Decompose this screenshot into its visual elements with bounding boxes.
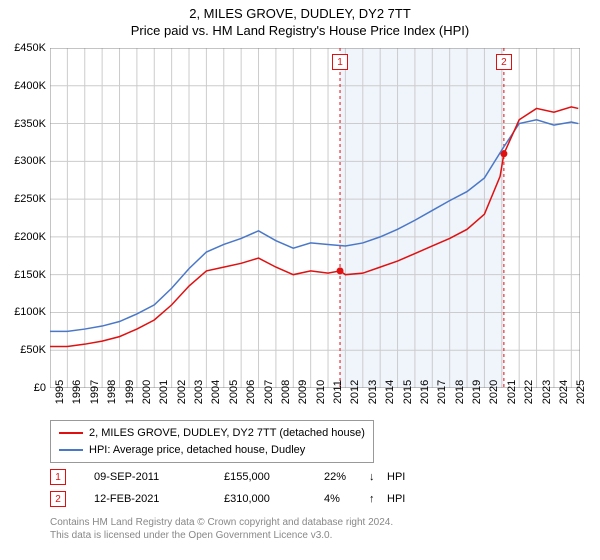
xtick-label: 2001 — [158, 380, 170, 404]
footer-line1: Contains HM Land Registry data © Crown c… — [50, 516, 393, 529]
xtick-label: 2015 — [402, 380, 414, 404]
sale-date-2: 12-FEB-2021 — [94, 493, 224, 505]
sale-marker-2-num: 2 — [55, 494, 61, 505]
sale-hpi-1: HPI — [387, 471, 417, 483]
xtick-label: 1995 — [54, 380, 66, 404]
ytick-label: £300K — [4, 155, 46, 167]
legend: 2, MILES GROVE, DUDLEY, DY2 7TT (detache… — [50, 420, 374, 463]
chart-title: 2, MILES GROVE, DUDLEY, DY2 7TT — [0, 0, 600, 23]
ytick-label: £0 — [4, 382, 46, 394]
xtick-label: 2012 — [349, 380, 361, 404]
xtick-label: 2022 — [523, 380, 535, 404]
xtick-label: 2016 — [419, 380, 431, 404]
chart-container: 2, MILES GROVE, DUDLEY, DY2 7TT Price pa… — [0, 0, 600, 560]
xtick-label: 2002 — [176, 380, 188, 404]
sale-pct-1: 22% — [324, 471, 369, 483]
sale-marker-1: 1 — [50, 469, 66, 485]
xtick-label: 2021 — [506, 380, 518, 404]
chart-plot-area — [50, 48, 580, 388]
xtick-label: 2000 — [141, 380, 153, 404]
ytick-label: £400K — [4, 80, 46, 92]
xtick-label: 2013 — [367, 380, 379, 404]
sale-price-2: £310,000 — [224, 493, 324, 505]
chart-sale-marker: 2 — [496, 54, 512, 70]
ytick-label: £350K — [4, 118, 46, 130]
footer-line2: This data is licensed under the Open Gov… — [50, 529, 393, 542]
xtick-label: 2025 — [575, 380, 587, 404]
xtick-label: 2006 — [245, 380, 257, 404]
ytick-label: £50K — [4, 344, 46, 356]
chart-sale-marker: 1 — [332, 54, 348, 70]
xtick-label: 2023 — [541, 380, 553, 404]
sales-row-2: 2 12-FEB-2021 £310,000 4% ↑ HPI — [50, 488, 417, 510]
xtick-label: 1997 — [89, 380, 101, 404]
sale-price-1: £155,000 — [224, 471, 324, 483]
ytick-label: £250K — [4, 193, 46, 205]
sales-table: 1 09-SEP-2011 £155,000 22% ↓ HPI 2 12-FE… — [50, 466, 417, 510]
legend-swatch-property — [59, 432, 83, 434]
ytick-label: £200K — [4, 231, 46, 243]
xtick-label: 2005 — [228, 380, 240, 404]
ytick-label: £150K — [4, 269, 46, 281]
legend-swatch-hpi — [59, 449, 83, 451]
xtick-label: 1999 — [124, 380, 136, 404]
xtick-label: 2011 — [332, 380, 344, 404]
xtick-label: 2017 — [436, 380, 448, 404]
xtick-label: 2019 — [471, 380, 483, 404]
sale-arrow-2: ↑ — [369, 493, 387, 505]
xtick-label: 2010 — [315, 380, 327, 404]
sale-marker-2: 2 — [50, 491, 66, 507]
xtick-label: 2007 — [263, 380, 275, 404]
sale-pct-2: 4% — [324, 493, 369, 505]
xtick-label: 2004 — [210, 380, 222, 404]
xtick-label: 2020 — [488, 380, 500, 404]
ytick-label: £100K — [4, 306, 46, 318]
sales-row-1: 1 09-SEP-2011 £155,000 22% ↓ HPI — [50, 466, 417, 488]
ytick-label: £450K — [4, 42, 46, 54]
chart-subtitle: Price paid vs. HM Land Registry's House … — [0, 23, 600, 42]
sale-date-1: 09-SEP-2011 — [94, 471, 224, 483]
legend-row-property: 2, MILES GROVE, DUDLEY, DY2 7TT (detache… — [59, 425, 365, 442]
xtick-label: 2003 — [193, 380, 205, 404]
xtick-label: 2024 — [558, 380, 570, 404]
sale-arrow-1: ↓ — [369, 471, 387, 483]
sale-marker-1-num: 1 — [55, 472, 61, 483]
xtick-label: 2008 — [280, 380, 292, 404]
legend-label-hpi: HPI: Average price, detached house, Dudl… — [89, 442, 305, 459]
sale-hpi-2: HPI — [387, 493, 417, 505]
xtick-label: 2018 — [454, 380, 466, 404]
legend-label-property: 2, MILES GROVE, DUDLEY, DY2 7TT (detache… — [89, 425, 365, 442]
footer: Contains HM Land Registry data © Crown c… — [50, 516, 393, 542]
xtick-label: 1996 — [71, 380, 83, 404]
chart-svg — [50, 48, 580, 388]
xtick-label: 2009 — [297, 380, 309, 404]
xtick-label: 1998 — [106, 380, 118, 404]
legend-row-hpi: HPI: Average price, detached house, Dudl… — [59, 442, 365, 459]
xtick-label: 2014 — [384, 380, 396, 404]
